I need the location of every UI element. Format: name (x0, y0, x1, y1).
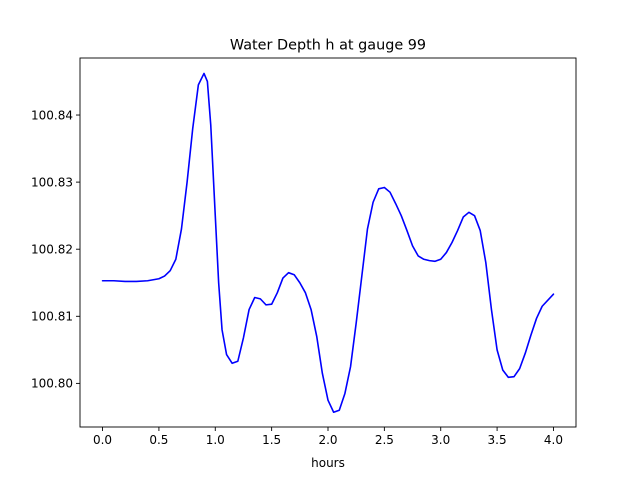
x-tick-label: 3.5 (488, 433, 507, 447)
x-tick-label: 1.0 (206, 433, 225, 447)
y-axis: 100.80 100.81 100.82 100.83 100.84 (31, 108, 80, 391)
x-tick-label: 0.0 (93, 433, 112, 447)
x-tick-label: 2.0 (318, 433, 337, 447)
y-tick-label: 100.81 (31, 310, 73, 324)
x-tick-label: 1.5 (262, 433, 281, 447)
x-axis: 0.0 0.5 1.0 1.5 2.0 2.5 3.0 3.5 4.0 (93, 427, 563, 447)
x-tick-label: 3.0 (431, 433, 450, 447)
plot-frame (79, 57, 577, 428)
series-line-0 (101, 72, 555, 414)
x-tick-label: 2.5 (375, 433, 394, 447)
plot-area (79, 57, 577, 428)
x-tick-label: 0.5 (149, 433, 168, 447)
y-tick-label: 100.84 (31, 108, 73, 122)
chart-title: Water Depth h at gauge 99 (230, 38, 426, 54)
y-tick-label: 100.82 (31, 243, 73, 257)
y-tick-label: 100.80 (31, 377, 73, 391)
x-tick-label: 4.0 (544, 433, 563, 447)
y-tick-label: 100.83 (31, 175, 73, 189)
x-axis-label: hours (311, 456, 345, 470)
